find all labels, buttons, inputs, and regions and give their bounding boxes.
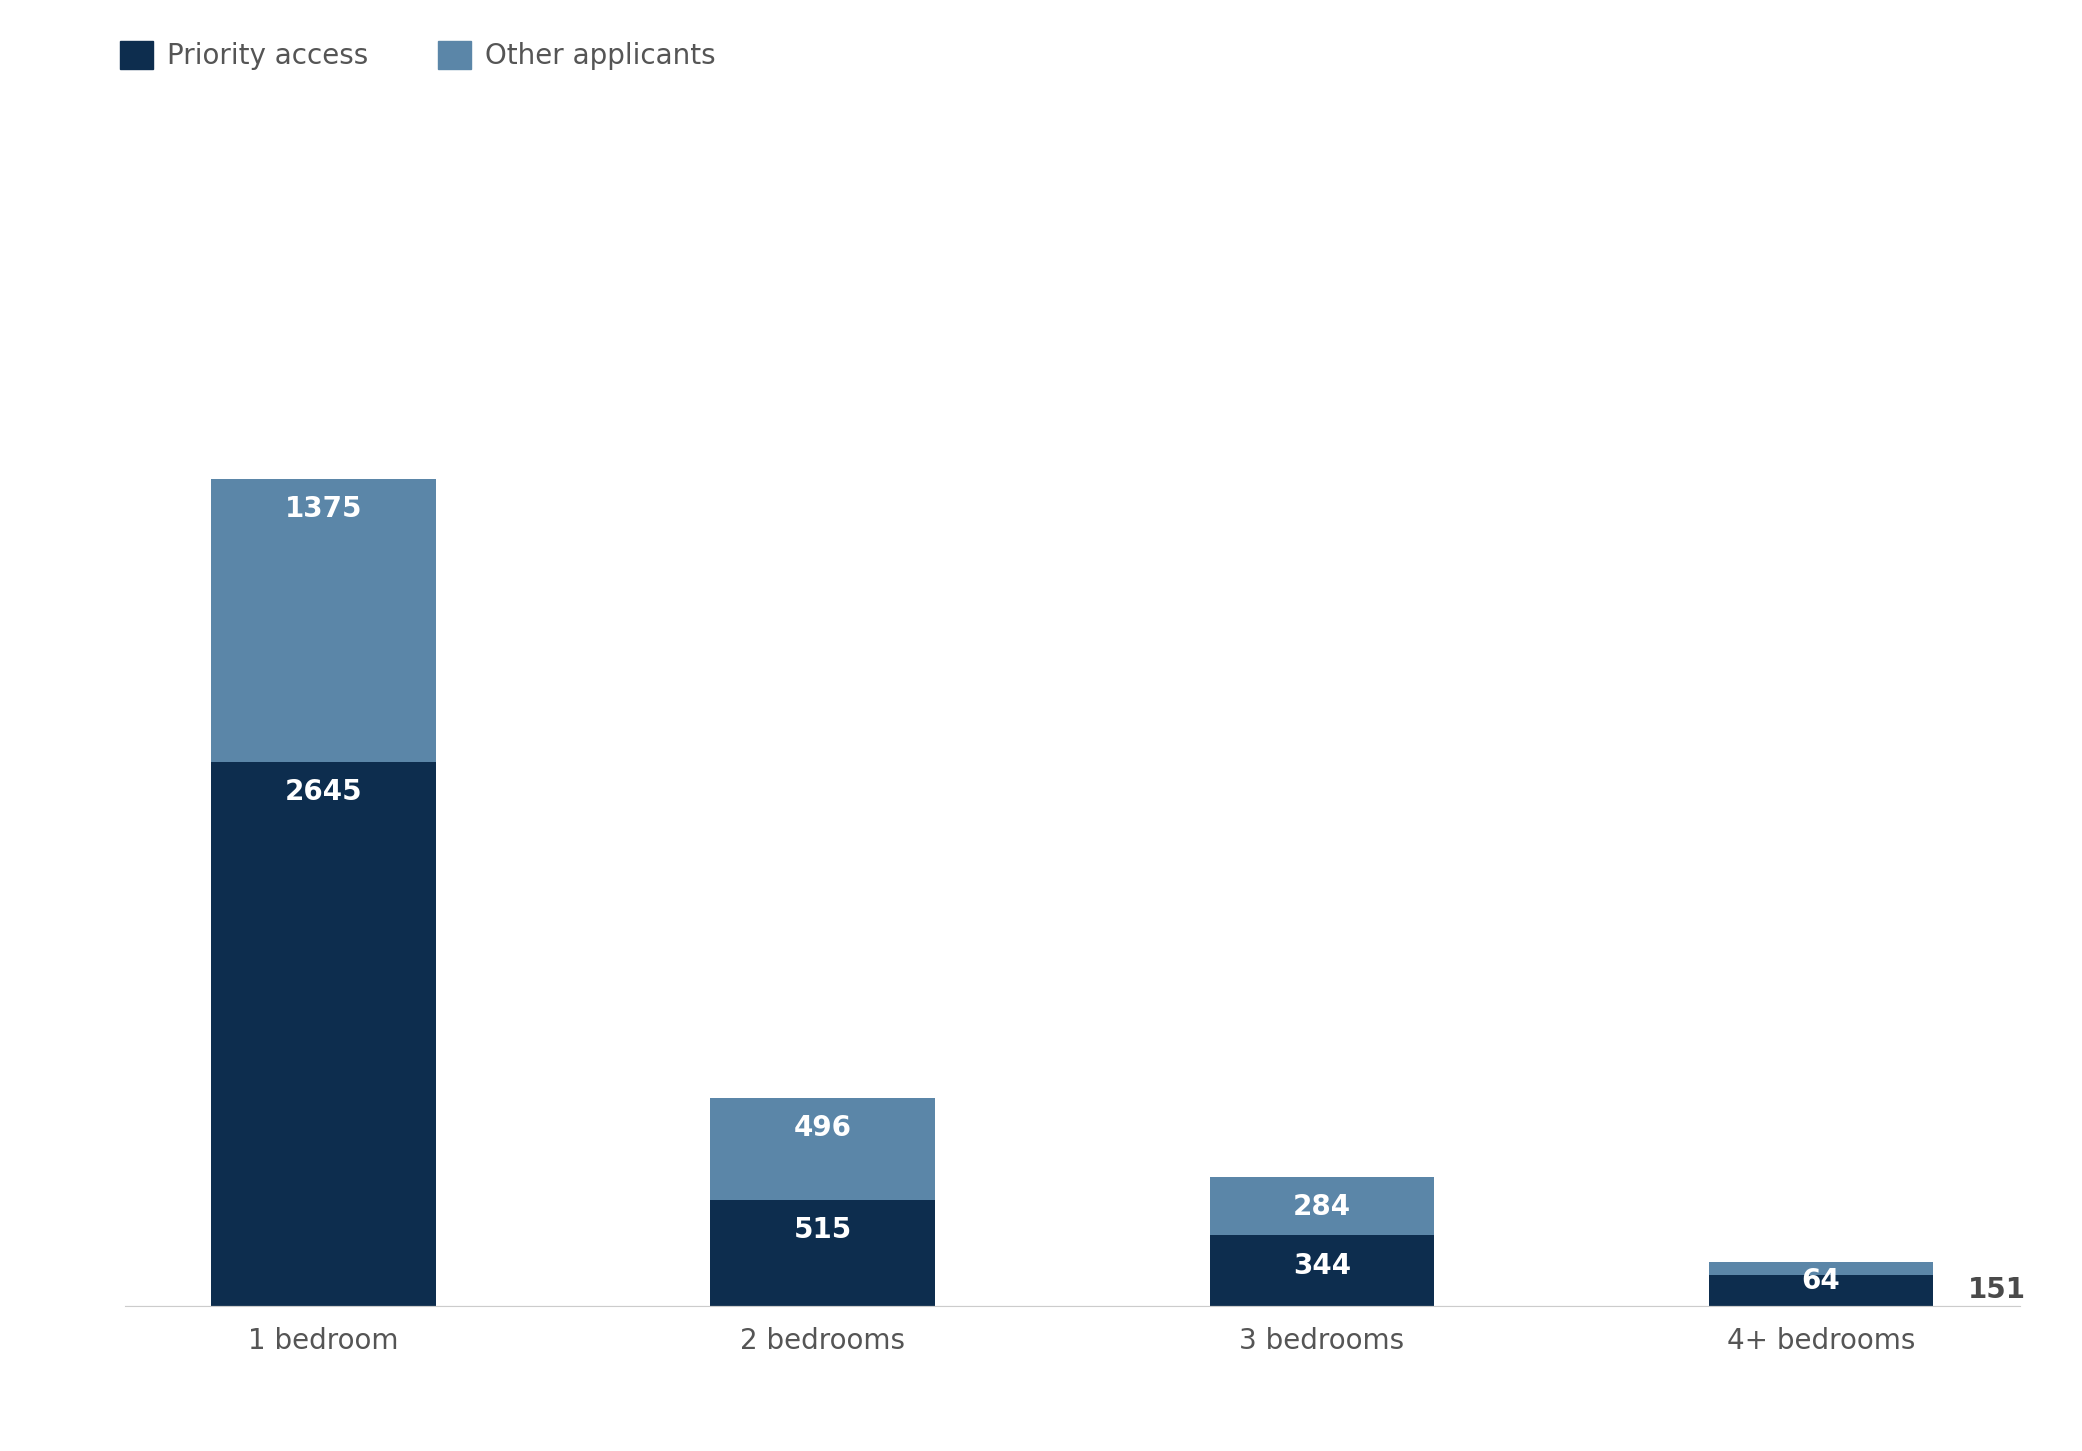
Bar — [1210, 1177, 1434, 1235]
Bar — [710, 1098, 935, 1200]
Text: 2645: 2645 — [285, 778, 362, 807]
Text: 1375: 1375 — [285, 495, 362, 524]
Text: 515: 515 — [793, 1216, 852, 1245]
Text: 496: 496 — [793, 1114, 852, 1142]
Text: 284: 284 — [1293, 1193, 1351, 1222]
Bar — [710, 1200, 935, 1306]
Bar — [210, 479, 435, 762]
Text: 64: 64 — [1801, 1267, 1840, 1294]
Bar — [1210, 1235, 1434, 1306]
Text: 344: 344 — [1293, 1252, 1351, 1280]
Bar — [1709, 1275, 1934, 1306]
Bar — [1709, 1262, 1934, 1275]
Bar — [210, 762, 435, 1306]
Text: 151: 151 — [1967, 1277, 2026, 1304]
Legend: Priority access, Other applicants: Priority access, Other applicants — [121, 41, 716, 71]
